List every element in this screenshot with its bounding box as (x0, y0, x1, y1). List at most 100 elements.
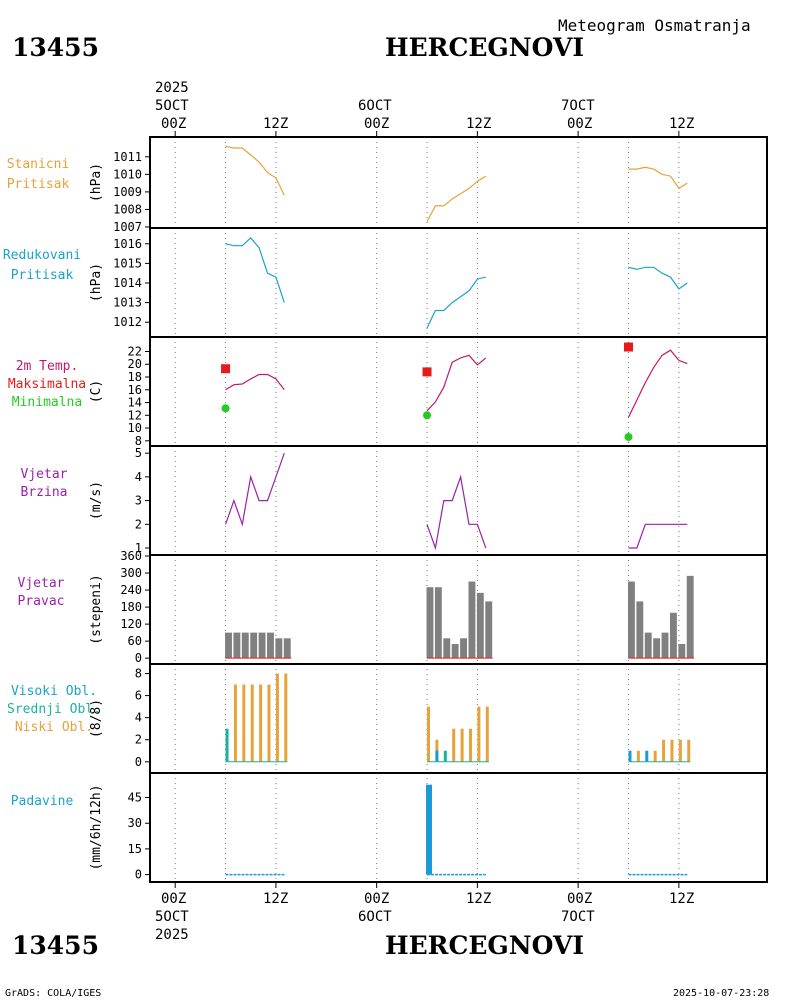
bar (427, 706, 431, 762)
bar (452, 728, 456, 762)
footer-station-name: HERCEGNOVI (385, 931, 584, 960)
y-tick-label: 10 (128, 421, 142, 435)
y-tick-label: 6 (135, 689, 142, 703)
top-tick-label-3: 12Z (466, 116, 491, 132)
panel-precipitation: 0 15 30 45 (mm/6h/12h) Padavine (11, 772, 768, 883)
y-tick-label: 45 (128, 791, 142, 805)
bar (259, 684, 263, 762)
y-tick-label: 1011 (113, 150, 142, 164)
y-tick-label: 4 (135, 711, 142, 725)
bar (653, 638, 661, 659)
bar (275, 673, 279, 762)
y-tick-label: 3 (135, 494, 142, 508)
bar (678, 643, 686, 659)
top-year-label: 2025 (155, 80, 189, 96)
top-tick-label-5: 12Z (669, 116, 694, 132)
bar (460, 638, 467, 659)
panel-label: Niski Obl. (15, 720, 93, 735)
bar (636, 750, 640, 762)
series-line (628, 523, 688, 549)
y-tick-label: 8 (135, 667, 142, 681)
bar (678, 739, 682, 762)
bar (233, 632, 241, 659)
y-tick-label: 30 (128, 816, 142, 830)
bar (686, 575, 694, 659)
panel-label: Vjetar (18, 576, 65, 591)
y-tick-label: 120 (120, 617, 142, 631)
panel-frame (149, 772, 768, 883)
bar (485, 601, 493, 659)
bar (468, 581, 476, 659)
bar (653, 750, 657, 762)
bar (275, 638, 283, 659)
top-day-label-0: 5OCT (155, 98, 189, 114)
bar (267, 632, 274, 659)
panel-label: Vjetar (21, 467, 68, 482)
panel-label: Minimalna (12, 395, 82, 410)
y-tick-label: 1009 (113, 185, 142, 199)
min-temp-marker (423, 411, 432, 420)
bar (628, 750, 632, 762)
y-tick-label: 360 (120, 549, 142, 563)
panel-frame (149, 445, 768, 556)
panel-label: 2m Temp. (16, 359, 79, 374)
y-tick-label: 18 (128, 370, 142, 384)
bar (636, 601, 644, 659)
panel-label: Pritisak (11, 268, 74, 283)
bottom-day-label-0: 5OCT (155, 909, 189, 925)
bar (670, 739, 674, 762)
series-line (225, 373, 285, 391)
bottom-tick-label-3: 12Z (466, 891, 491, 907)
bar (662, 739, 666, 762)
min-temp-marker (221, 404, 230, 413)
y-axis-label: (hPa) (89, 263, 104, 302)
footer-station-id: 13455 (12, 931, 99, 960)
header-station-name: HERCEGNOVI (385, 33, 584, 62)
top-tick-label-0: 00Z (161, 116, 186, 132)
top-tick-label-1: 12Z (263, 116, 288, 132)
y-tick-label: 1013 (113, 296, 142, 310)
panel-clouds: 0 2 4 6 8 (8/8)Visoki Obl. Srednji Obl. Niski O… (7, 663, 768, 774)
panel-label: Brzina (21, 485, 68, 500)
y-tick-label: 0 (135, 755, 142, 769)
y-tick-label: 20 (128, 357, 142, 371)
series-line (426, 175, 487, 222)
bar (443, 750, 447, 762)
y-tick-label: 1012 (113, 315, 142, 329)
bar (434, 587, 442, 659)
panel-label: Pravac (18, 594, 65, 609)
footer-credit: GrADS: COLA/IGES (5, 988, 101, 999)
panel-label: Redukovani (3, 248, 81, 263)
bar (661, 632, 669, 659)
y-tick-label: 1007 (113, 220, 142, 234)
bar (669, 612, 677, 659)
bottom-tick-label-4: 00Z (567, 891, 592, 907)
bar (267, 684, 271, 762)
y-tick-label: 4 (135, 470, 142, 484)
y-tick-label: 15 (128, 842, 142, 856)
series-line (628, 166, 688, 190)
panel-pressure_station: 1007 1008 1009 1010 1011 (hPa) Stanicni Pritisa… (7, 136, 768, 234)
max-temp-marker (623, 342, 633, 352)
bottom-tick-label-5: 12Z (669, 891, 694, 907)
panel-frame (149, 336, 768, 447)
bar (233, 684, 237, 762)
bar (250, 632, 258, 659)
panel-pressure_reduced: 1012 1013 1014 1015 1016 (hPa) Redukovani Priti… (3, 227, 768, 338)
y-tick-label: 16 (128, 383, 142, 397)
y-tick-label: 8 (135, 434, 142, 448)
bar (477, 706, 481, 762)
bar (283, 638, 291, 659)
bar (644, 632, 652, 659)
bar (460, 728, 464, 762)
top-day-label-2: 7OCT (561, 98, 595, 114)
bar (451, 643, 459, 659)
bar (225, 632, 232, 659)
footer-timestamp: 2025-10-07-23:28 (673, 988, 769, 999)
series-line (225, 452, 285, 527)
y-tick-label: 1014 (113, 276, 142, 290)
bottom-day-label-2: 7OCT (561, 909, 595, 925)
y-tick-label: 2 (135, 733, 142, 747)
